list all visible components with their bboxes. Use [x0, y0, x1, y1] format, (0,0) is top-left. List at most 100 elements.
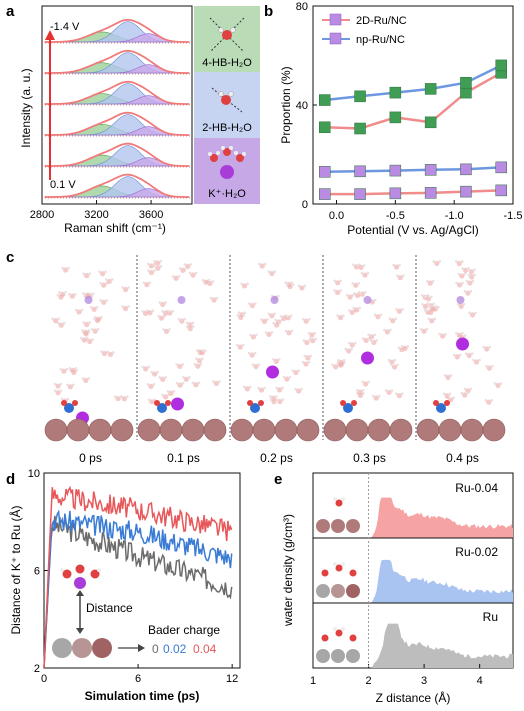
- water-molecule: [238, 314, 244, 321]
- n-atom: [157, 403, 167, 413]
- water-molecule: [122, 305, 129, 312]
- water-hydrogen: [459, 353, 462, 357]
- water-hydrogen: [56, 293, 60, 297]
- data-point: [319, 188, 331, 200]
- water-molecule: [287, 284, 293, 290]
- water-hydrogen: [142, 281, 146, 284]
- water-hydrogen: [164, 375, 167, 379]
- water-hydrogen: [352, 263, 355, 267]
- x-tick-label: 2: [365, 675, 371, 687]
- water-hydrogen: [462, 302, 466, 306]
- water-hydrogen: [80, 308, 84, 312]
- data-point: [424, 83, 437, 95]
- water-hydrogen: [425, 327, 429, 331]
- water-molecule: [160, 301, 166, 308]
- water-molecule: [155, 265, 161, 271]
- water-hydrogen: [461, 267, 464, 270]
- water-hydrogen: [147, 398, 151, 401]
- water-molecule: [458, 303, 464, 309]
- data-point: [389, 86, 402, 99]
- water-hydrogen: [478, 358, 481, 362]
- data-point: [495, 184, 507, 197]
- water-hydrogen: [240, 282, 243, 286]
- potential-top-label: -1.4 V: [50, 21, 80, 33]
- water-hydrogen: [284, 329, 288, 333]
- panel-b-axes: 0.0 -0.5 -1.0 -1.5 0 40 80: [296, 1, 523, 222]
- ru-atom: [331, 649, 345, 663]
- water-hydrogen: [362, 392, 365, 395]
- k-ion: [266, 365, 279, 379]
- water-molecule: [244, 386, 250, 392]
- water-molecule: [249, 352, 255, 358]
- data-point: [354, 188, 366, 200]
- water-hydrogen: [79, 336, 83, 340]
- water-molecule: [462, 392, 468, 398]
- water-hydrogen: [267, 270, 271, 273]
- y-tick-label: 2: [34, 663, 40, 675]
- k-ion: [171, 397, 184, 411]
- data-point: [424, 187, 437, 199]
- legend-square-icon: [329, 13, 342, 26]
- distance-series: [43, 509, 233, 669]
- water-hydrogen: [336, 358, 340, 362]
- water-hydrogen: [308, 337, 312, 340]
- water-hydrogen: [297, 284, 301, 288]
- x-tick-label: 2800: [30, 209, 54, 221]
- water-molecule: [187, 322, 193, 328]
- water-molecule: [484, 346, 490, 352]
- water-hydrogen: [191, 325, 195, 328]
- time-label: 0 ps: [79, 451, 102, 465]
- k-distance-schematic: Distance Bader charge 0 0.02 0.04: [52, 564, 220, 658]
- water-hydrogen: [175, 381, 179, 385]
- water-hydrogen: [444, 332, 447, 336]
- water-molecule: [363, 381, 369, 387]
- water-hydrogen: [68, 292, 71, 296]
- water-hydrogen: [95, 305, 99, 309]
- water-hydrogen: [257, 363, 261, 366]
- water-hydrogen: [387, 358, 391, 362]
- water-hydrogen: [361, 380, 364, 384]
- data-point: [495, 161, 507, 174]
- water-molecule: [393, 264, 400, 270]
- o-atom: [335, 499, 343, 507]
- ru-atom: [316, 584, 330, 598]
- water-hydrogen: [461, 332, 464, 335]
- data-point: [389, 111, 402, 124]
- h-atom: [341, 627, 345, 631]
- data-point: [354, 165, 366, 178]
- water-hydrogen: [455, 260, 458, 263]
- water-hydrogen: [178, 266, 182, 270]
- water-hydrogen: [189, 263, 192, 266]
- water-hydrogen: [401, 307, 404, 311]
- anion-cluster: [84, 296, 93, 304]
- water-hydrogen: [437, 305, 440, 309]
- ru-atom: [44, 418, 68, 442]
- water-hydrogen: [104, 278, 108, 281]
- water-hydrogen: [82, 321, 86, 324]
- water-molecule: [434, 260, 440, 267]
- water-hydrogen: [195, 357, 198, 360]
- arrow-right-icon: [138, 644, 145, 652]
- spectrum-component: [44, 145, 190, 167]
- water-molecule: [106, 278, 112, 285]
- water-hydrogen: [467, 273, 471, 277]
- water-hydrogen: [253, 351, 257, 355]
- water-molecule: [101, 299, 107, 305]
- panel-d-xlabel: Simulation time (ps): [85, 689, 200, 703]
- water-hydrogen: [195, 349, 199, 352]
- water-hydrogen: [260, 318, 263, 321]
- water-hydrogen: [57, 317, 60, 321]
- water-molecule: [187, 326, 193, 332]
- water-molecule: [147, 310, 153, 316]
- water-hydrogen: [360, 271, 364, 275]
- water-hydrogen: [357, 282, 361, 285]
- panel-a-ylabel: Intensity (a. u.): [19, 68, 33, 147]
- water-hydrogen: [164, 301, 168, 304]
- water-molecule: [276, 387, 283, 393]
- water-hydrogen: [384, 389, 388, 392]
- water-hydrogen: [402, 274, 405, 277]
- o-atom: [433, 400, 439, 406]
- water-molecule: [168, 390, 174, 396]
- water-hydrogen: [369, 339, 373, 342]
- ru-atom: [66, 418, 90, 442]
